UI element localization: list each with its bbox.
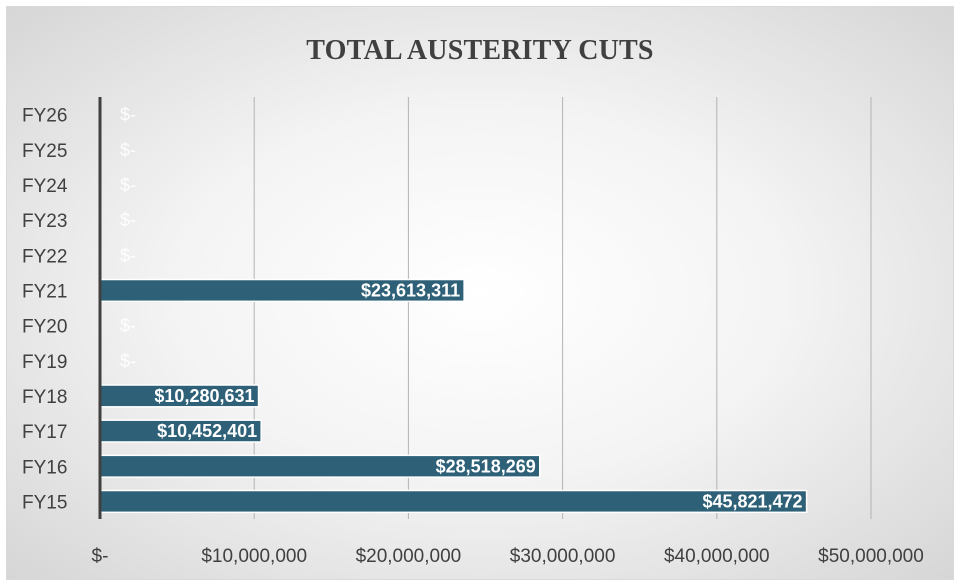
data-label: $23,613,311 — [361, 280, 460, 300]
data-label: $- — [120, 175, 136, 195]
category-label: FY26 — [22, 106, 67, 127]
category-label: FY22 — [22, 246, 67, 267]
category-label: FY18 — [22, 387, 67, 408]
x-tick-label: $30,000,000 — [510, 546, 616, 567]
data-label: $- — [120, 105, 136, 125]
data-label: $45,821,472 — [702, 491, 802, 511]
x-tick-label: $40,000,000 — [664, 546, 770, 567]
x-tick-label: $10,000,000 — [201, 546, 307, 567]
category-label: FY15 — [22, 492, 67, 513]
category-label: FY19 — [22, 352, 67, 373]
bar — [99, 489, 808, 514]
data-label: $- — [120, 140, 136, 160]
chart-area: TOTAL AUSTERITY CUTS $- $10,000,000 $20,00… — [6, 6, 954, 580]
x-tick-label: $- — [92, 546, 109, 567]
x-tick-label: $20,000,000 — [356, 546, 462, 567]
category-label: FY20 — [22, 317, 67, 338]
category-label: FY21 — [22, 281, 67, 302]
data-label: $- — [120, 245, 136, 265]
data-label: $- — [120, 351, 136, 371]
category-label: FY16 — [22, 457, 67, 478]
category-label: FY23 — [22, 211, 67, 232]
category-label: FY25 — [22, 141, 67, 162]
x-tick-label: $50,000,000 — [818, 546, 924, 567]
data-label: $10,280,631 — [154, 386, 254, 406]
data-label: $10,452,401 — [157, 421, 257, 441]
data-label: $28,518,269 — [436, 456, 536, 476]
chart-title: TOTAL AUSTERITY CUTS — [306, 35, 654, 66]
category-label: FY24 — [22, 176, 68, 197]
data-label: $- — [120, 316, 136, 336]
category-label: FY17 — [22, 422, 67, 443]
bar-chart-plot: $- $10,000,000 $20,000,000 $30,000,000 $40,0… — [22, 97, 924, 567]
data-label: $- — [120, 210, 136, 230]
